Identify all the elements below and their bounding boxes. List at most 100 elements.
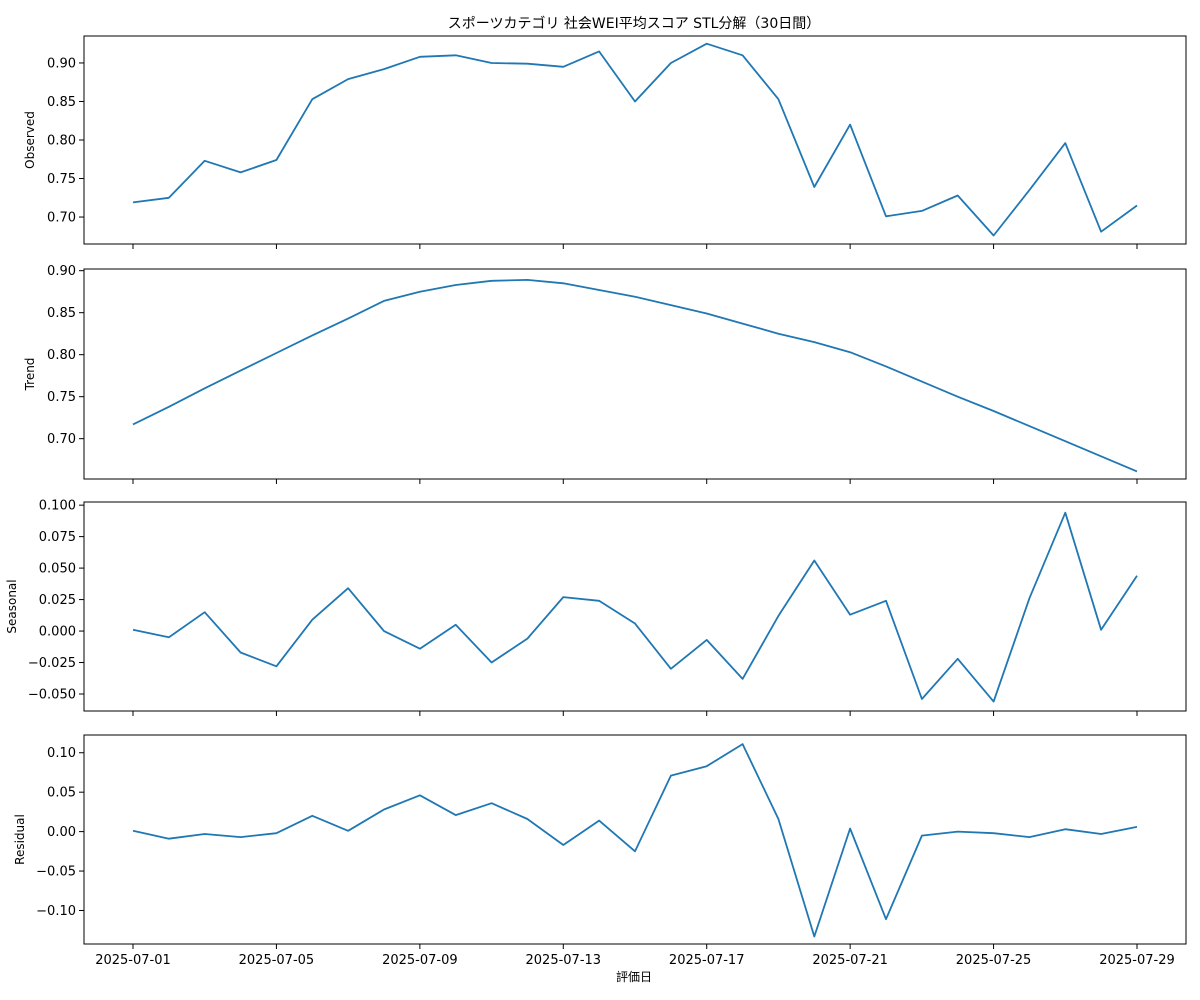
data-point [1063, 511, 1067, 515]
data-point [346, 586, 350, 590]
data-point [1027, 424, 1031, 428]
data-point [705, 312, 709, 316]
data-point [633, 99, 637, 103]
panel-frame [83, 501, 1187, 712]
data-point [992, 700, 996, 704]
data-point [741, 322, 745, 326]
data-point [561, 843, 565, 847]
y-tick-label: 0.75 [47, 172, 76, 187]
data-point [669, 667, 673, 671]
y-tick-label: 0.100 [39, 499, 76, 514]
data-point [203, 159, 207, 163]
data-point [956, 657, 960, 661]
data-point [167, 405, 171, 409]
data-point [633, 849, 637, 853]
panel-observed: 0.70 0.75 0.80 0.85 0.90 Observed [23, 35, 1187, 249]
y-tick-label: 0.90 [47, 56, 76, 71]
data-point [239, 170, 243, 174]
data-point [848, 826, 852, 830]
data-point [812, 559, 816, 563]
x-tick-label: 2025-07-17 [669, 953, 745, 968]
data-point [454, 623, 458, 627]
data-point [956, 193, 960, 197]
data-point [561, 595, 565, 599]
data-point [884, 364, 888, 368]
series-line-observed [132, 42, 1138, 237]
y-tick-label: 0.85 [47, 95, 76, 110]
data-point [848, 123, 852, 127]
data-point [561, 281, 565, 285]
data-point [812, 185, 816, 189]
data-point [597, 288, 601, 292]
data-point [956, 395, 960, 399]
data-point [920, 380, 924, 384]
y-tick-label: −0.050 [28, 688, 76, 703]
data-point [131, 829, 135, 833]
y-axis-label: Residual [13, 814, 27, 865]
data-point [167, 196, 171, 200]
y-tick-label: 0.70 [47, 211, 76, 226]
chart-title: スポーツカテゴリ 社会WEI平均スコア STL分解（30日間） [448, 15, 821, 32]
y-tick-label: 0.70 [47, 432, 76, 447]
data-point [812, 340, 816, 344]
data-point [884, 599, 888, 603]
data-point [776, 614, 780, 618]
data-point [525, 62, 529, 66]
data-point [1099, 628, 1103, 632]
data-point [310, 97, 314, 101]
data-point [741, 53, 745, 57]
data-point [597, 599, 601, 603]
data-point [490, 661, 494, 665]
data-point [812, 935, 816, 939]
data-point [884, 214, 888, 218]
data-point [131, 628, 135, 632]
data-point [1135, 825, 1139, 829]
panels: 0.70 0.75 0.80 0.85 0.90 Observed 0.70 0.75 0.80… [5, 35, 1187, 968]
data-point [346, 829, 350, 833]
data-point [418, 290, 422, 294]
x-tick-label: 2025-07-09 [382, 953, 458, 968]
data-point [418, 793, 422, 797]
y-tick-label: 0.000 [39, 625, 76, 640]
data-point [992, 831, 996, 835]
data-point [561, 65, 565, 69]
y-tick-label: 0.80 [47, 348, 76, 363]
series-line-trend [132, 278, 1138, 473]
data-point [741, 677, 745, 681]
data-point [274, 351, 278, 355]
y-tick-label: −0.10 [36, 904, 76, 919]
data-point [382, 67, 386, 71]
data-point [382, 299, 386, 303]
data-point [741, 742, 745, 746]
data-point [669, 774, 673, 778]
data-point [669, 303, 673, 307]
x-axis-label: 評価日 [616, 969, 652, 984]
y-tick-label: 0.80 [47, 134, 76, 149]
data-point [274, 664, 278, 668]
data-point [203, 610, 207, 614]
data-point [633, 621, 637, 625]
panel-frame [83, 268, 1187, 480]
panel-residual: −0.10 −0.05 0.00 0.05 0.10 Residual 2025-07-01… [13, 734, 1187, 968]
data-point [490, 801, 494, 805]
x-tick-label: 2025-07-21 [812, 953, 888, 968]
data-point [597, 819, 601, 823]
data-point [884, 917, 888, 921]
data-point [274, 831, 278, 835]
data-point [490, 279, 494, 283]
data-point [1135, 203, 1139, 207]
data-point [1027, 596, 1031, 600]
y-tick-label: −0.05 [36, 865, 76, 880]
data-point [131, 422, 135, 426]
data-point [203, 832, 207, 836]
data-point [633, 295, 637, 299]
panel-seasonal: −0.050 −0.025 0.000 0.025 0.050 0.075 0.100 Sea… [5, 499, 1187, 716]
data-point [956, 830, 960, 834]
data-point [1063, 439, 1067, 443]
panel-frame [83, 35, 1187, 245]
series-line-seasonal [132, 511, 1138, 703]
data-point [776, 97, 780, 101]
y-tick-label: 0.85 [47, 306, 76, 321]
x-tick-label: 2025-07-01 [95, 953, 171, 968]
